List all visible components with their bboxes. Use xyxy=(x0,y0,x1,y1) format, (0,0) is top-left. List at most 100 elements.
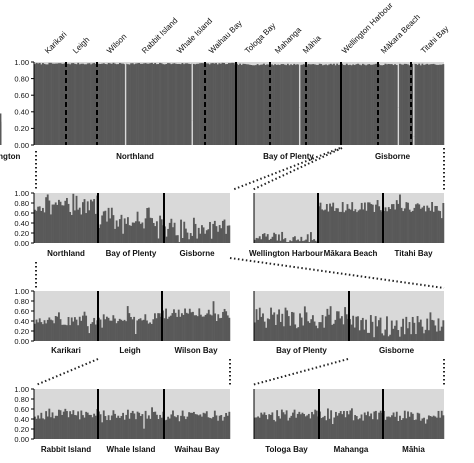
ancestry-bar xyxy=(66,197,68,243)
population-label: Karikari xyxy=(43,30,69,56)
ancestry-bar xyxy=(406,64,409,145)
ancestry-bar xyxy=(254,239,256,243)
ancestry-bar xyxy=(442,415,445,439)
ancestry-bar xyxy=(384,63,387,146)
ancestry-bar xyxy=(62,324,65,341)
ancestry-bar xyxy=(232,62,235,145)
ancestry-bar xyxy=(213,63,216,146)
ancestry-bar xyxy=(415,64,417,145)
ancestry-bar xyxy=(343,410,345,439)
ancestry-bar xyxy=(82,63,84,146)
group-label: Mahanga xyxy=(334,445,369,454)
ancestry-bar xyxy=(197,63,200,145)
group-label: Rabbit Island xyxy=(41,445,91,454)
connector-line xyxy=(251,147,343,191)
ancestry-bar xyxy=(64,324,67,341)
ancestry-bar xyxy=(40,210,43,243)
bars-wilson-bay xyxy=(162,301,231,341)
connector-line xyxy=(35,358,99,386)
ancestry-bar xyxy=(313,64,316,145)
ancestry-bar xyxy=(434,64,437,145)
ancestry-bar xyxy=(78,316,81,341)
ancestry-bar xyxy=(58,409,60,439)
ancestry-bar xyxy=(173,222,176,243)
ancestry-bar xyxy=(437,410,440,439)
ancestry-bar xyxy=(212,223,215,243)
ancestry-bar xyxy=(210,63,213,146)
ancestry-bar xyxy=(167,416,170,439)
ancestry-bar xyxy=(390,64,393,145)
ancestry-bar xyxy=(176,316,179,341)
ancestry-bar xyxy=(187,313,190,341)
ancestry-bar xyxy=(260,239,263,243)
ancestry-bar xyxy=(117,64,120,145)
ancestry-bar xyxy=(112,315,115,341)
bars-gisborne xyxy=(349,312,445,341)
ancestry-bar xyxy=(432,211,435,243)
ancestry-bar xyxy=(333,63,335,145)
y-tick-label: 0.60 xyxy=(14,209,29,218)
ancestry-bar xyxy=(155,221,158,243)
ancestry-bar xyxy=(117,226,120,243)
y-tick-label: 1.00 xyxy=(14,287,29,296)
ancestry-bar xyxy=(434,416,437,439)
ancestry-bar xyxy=(415,204,417,243)
ancestry-bar xyxy=(292,312,295,341)
population-label: Mahanga xyxy=(273,25,303,55)
ancestry-bar xyxy=(326,65,329,145)
ancestry-bar xyxy=(320,418,323,439)
ancestry-bar xyxy=(157,313,160,341)
ancestry-bar xyxy=(74,210,76,243)
ancestry-bar xyxy=(133,222,136,243)
ancestry-bar xyxy=(367,411,369,439)
ancestry-bar xyxy=(192,63,195,145)
ancestry-bar xyxy=(166,318,169,341)
ancestry-bar xyxy=(35,319,38,341)
ancestry-bar xyxy=(53,63,56,145)
ancestry-bar xyxy=(110,63,113,145)
ancestry-bar xyxy=(368,332,371,341)
ancestry-bar xyxy=(333,417,336,439)
ancestry-bar xyxy=(346,411,349,439)
ancestry-bar xyxy=(311,411,313,439)
outlier-gap xyxy=(191,62,193,121)
ancestry-bar xyxy=(75,319,78,341)
ancestry-bar xyxy=(374,316,377,341)
ancestry-bar xyxy=(136,411,139,439)
ancestry-bar xyxy=(194,414,197,439)
ancestry-bar xyxy=(200,63,203,146)
ancestry-bar xyxy=(299,414,302,439)
y-tick-label: 1.00 xyxy=(14,385,29,394)
bars-gisborne xyxy=(164,217,231,243)
ancestry-bar xyxy=(34,323,36,341)
ancestry-bar xyxy=(431,416,434,439)
ancestry-bar xyxy=(147,63,150,145)
ancestry-bar xyxy=(186,416,189,439)
ancestry-bar xyxy=(253,65,256,145)
ancestry-bar xyxy=(106,316,108,341)
ancestry-bar xyxy=(293,63,296,145)
ancestry-bar xyxy=(384,329,387,341)
ancestry-bar xyxy=(237,64,240,145)
ancestry-bar xyxy=(112,62,115,146)
ancestry-bar xyxy=(411,210,414,243)
ancestry-bar xyxy=(66,325,68,341)
ancestry-bar xyxy=(328,314,330,341)
ancestry-bar xyxy=(150,323,153,341)
ancestry-bar xyxy=(178,421,181,439)
population-label: Mākara Beach xyxy=(379,13,422,56)
ancestry-bar xyxy=(361,63,364,146)
ancestry-bar xyxy=(130,225,133,243)
ancestry-bar xyxy=(198,308,201,341)
ancestry-bar xyxy=(146,63,149,145)
ancestry-bar xyxy=(301,64,304,145)
ancestry-bar xyxy=(261,64,264,145)
ancestry-bar xyxy=(305,312,308,341)
ancestry-bar xyxy=(437,210,440,243)
ancestry-bar xyxy=(432,415,435,439)
ancestry-bar xyxy=(77,325,80,341)
ancestry-bar xyxy=(429,312,432,341)
ancestry-bar xyxy=(207,229,210,243)
ancestry-bar xyxy=(286,63,289,146)
ancestry-bar xyxy=(154,63,157,145)
